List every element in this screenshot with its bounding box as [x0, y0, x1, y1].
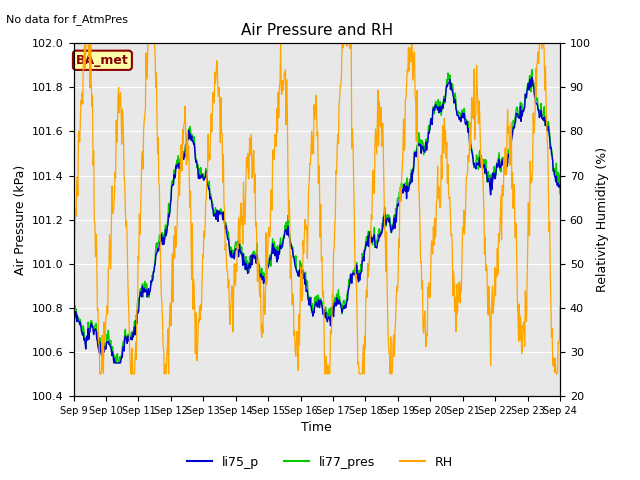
- li77_pres: [70, 309, 77, 315]
- li77_pres: [556, 191, 564, 196]
- RH: [101, 339, 109, 345]
- Title: Air Pressure and RH: Air Pressure and RH: [241, 23, 393, 38]
- li75_p: [365, 229, 373, 235]
- X-axis label: Time: Time: [301, 421, 332, 434]
- RH: [490, 304, 497, 310]
- RH: [381, 227, 388, 232]
- li75_p: [380, 214, 388, 220]
- RH: [440, 151, 447, 156]
- Line: RH: RH: [74, 43, 560, 374]
- li75_p: [353, 262, 360, 268]
- li77_pres: [365, 229, 373, 235]
- RH: [353, 327, 361, 333]
- li77_pres: [111, 360, 119, 366]
- li77_pres: [489, 169, 497, 175]
- li75_p: [100, 348, 108, 354]
- RH: [82, 40, 90, 46]
- li75_p: [439, 105, 447, 111]
- RH: [366, 237, 374, 242]
- li75_p: [489, 170, 497, 176]
- Legend: li75_p, li77_pres, RH: li75_p, li77_pres, RH: [182, 451, 458, 474]
- Line: li75_p: li75_p: [74, 77, 560, 363]
- Text: No data for f_AtmPres: No data for f_AtmPres: [6, 14, 129, 25]
- RH: [70, 225, 77, 231]
- li77_pres: [439, 106, 447, 111]
- Line: li77_pres: li77_pres: [74, 70, 560, 363]
- li77_pres: [100, 345, 108, 351]
- li77_pres: [528, 67, 536, 72]
- li75_p: [556, 184, 564, 190]
- Y-axis label: Air Pressure (kPa): Air Pressure (kPa): [13, 165, 27, 275]
- li75_p: [70, 314, 77, 320]
- li75_p: [110, 360, 118, 366]
- RH: [96, 371, 104, 377]
- li77_pres: [353, 260, 360, 265]
- Y-axis label: Relativity Humidity (%): Relativity Humidity (%): [596, 147, 609, 292]
- Text: BA_met: BA_met: [76, 54, 129, 67]
- li75_p: [528, 74, 536, 80]
- li77_pres: [380, 210, 388, 216]
- RH: [556, 303, 564, 309]
